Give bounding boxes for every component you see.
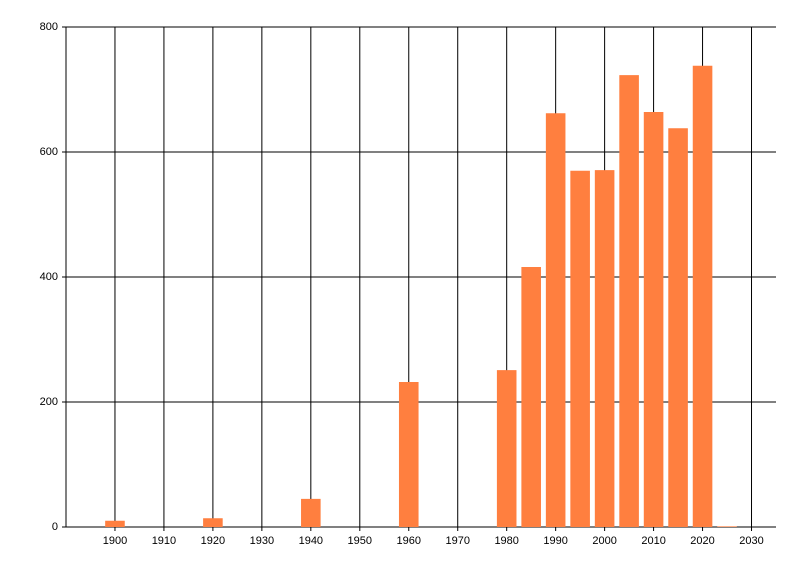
x-tick-label: 1940 bbox=[299, 535, 323, 547]
x-tick-label: 1930 bbox=[250, 535, 274, 547]
y-tick-label: 400 bbox=[40, 271, 58, 283]
x-tick-label: 1970 bbox=[445, 535, 469, 547]
bar bbox=[398, 382, 419, 527]
bar bbox=[203, 518, 223, 527]
bar bbox=[570, 170, 590, 527]
x-tick-label: 2000 bbox=[592, 535, 616, 547]
y-tick-label: 800 bbox=[40, 21, 58, 33]
bar bbox=[717, 526, 737, 527]
x-tick-label: 1990 bbox=[543, 535, 567, 547]
x-tick-label: 1960 bbox=[397, 535, 421, 547]
bar bbox=[521, 267, 541, 527]
bar bbox=[668, 128, 688, 527]
bar bbox=[105, 520, 125, 527]
x-tick-label: 2010 bbox=[641, 535, 665, 547]
bar bbox=[594, 170, 615, 527]
x-tick-label: 1980 bbox=[494, 535, 518, 547]
x-tick-label: 2020 bbox=[690, 535, 714, 547]
bar bbox=[545, 113, 566, 527]
x-tick-label: 1920 bbox=[201, 535, 225, 547]
bar bbox=[496, 370, 517, 527]
y-tick-label: 0 bbox=[52, 521, 58, 533]
y-tick-label: 600 bbox=[40, 146, 58, 158]
bar bbox=[301, 498, 321, 527]
bar bbox=[643, 112, 664, 527]
x-tick-label: 1900 bbox=[103, 535, 127, 547]
y-tick-label: 200 bbox=[40, 396, 58, 408]
x-tick-label: 1950 bbox=[348, 535, 372, 547]
x-tick-label: 1910 bbox=[152, 535, 176, 547]
bar bbox=[692, 65, 713, 527]
x-tick-label: 2030 bbox=[739, 535, 763, 547]
bar bbox=[619, 75, 639, 527]
